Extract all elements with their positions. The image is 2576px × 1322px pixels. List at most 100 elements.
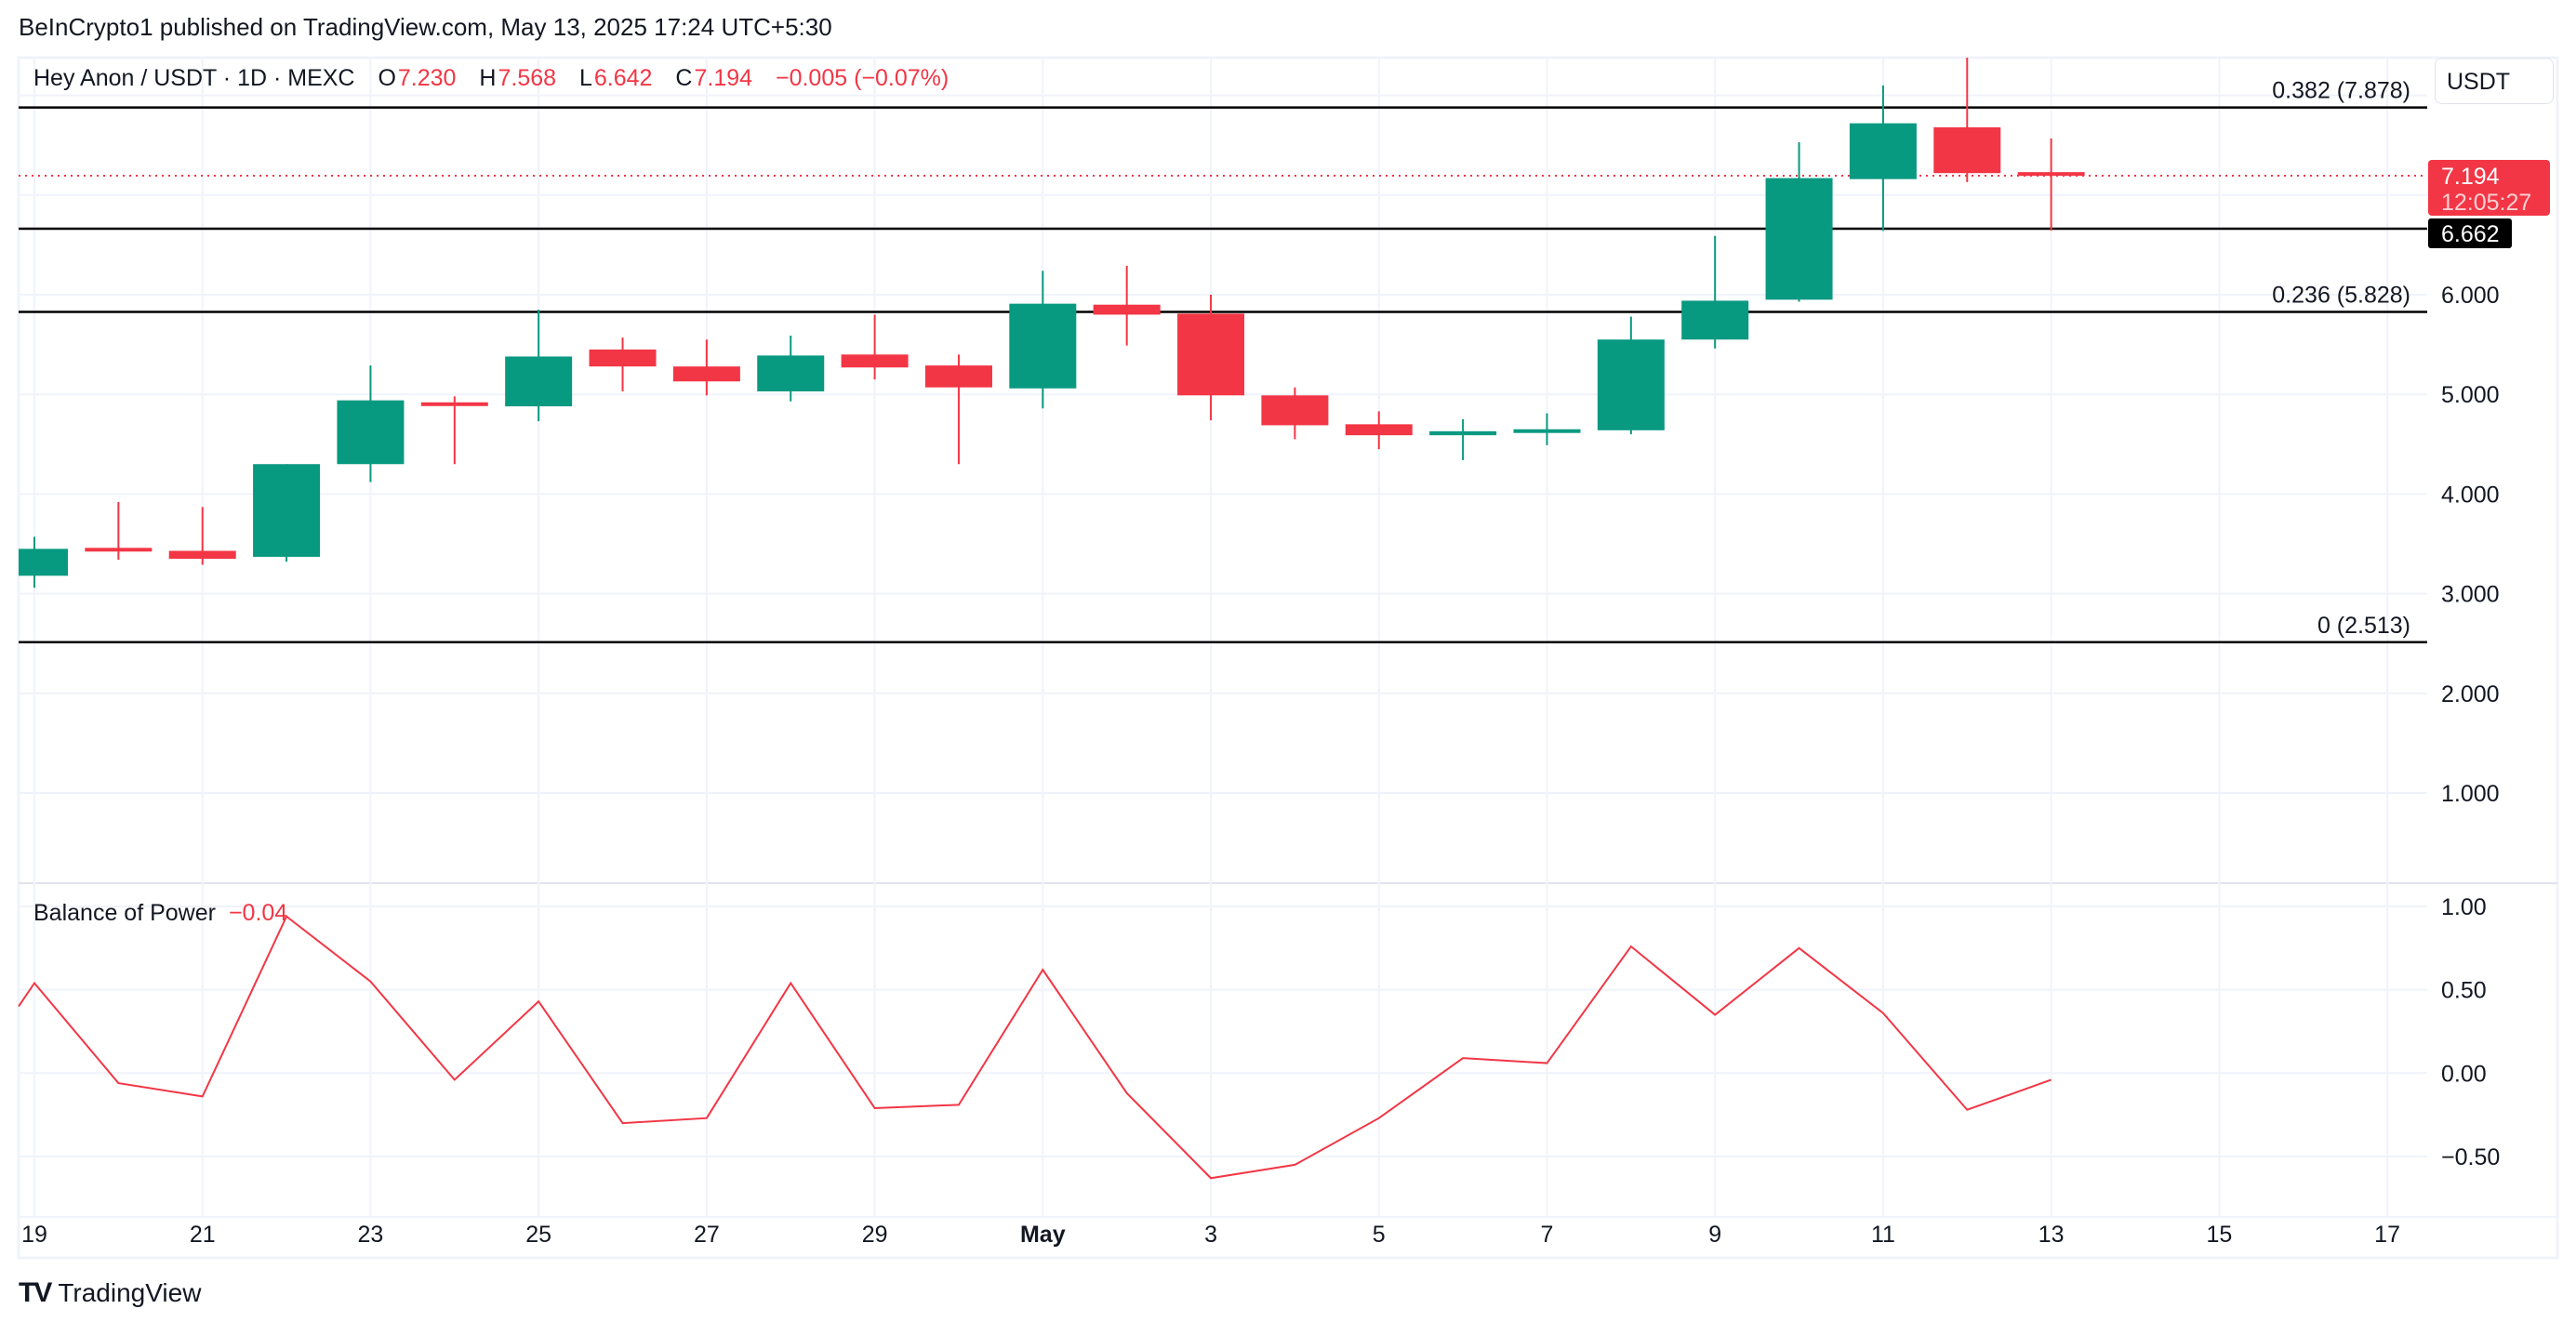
time-tick-label: 7 <box>1541 1222 1554 1248</box>
candle-body <box>924 365 992 388</box>
indicator-tick-label: 1.00 <box>2441 894 2487 920</box>
last-price-label: 7.194 <box>2441 164 2500 190</box>
time-tick-label: 13 <box>2038 1222 2065 1248</box>
candle <box>168 507 236 565</box>
candle-body <box>1765 178 1833 300</box>
candle <box>505 310 573 422</box>
line-price-label: 6.662 <box>2441 221 2500 247</box>
time-tick-label: 9 <box>1708 1222 1721 1248</box>
change-value: −0.005 (−0.07%) <box>775 65 949 91</box>
price-tick-label: 6.000 <box>2441 283 2500 309</box>
candle <box>2017 138 2085 231</box>
candle-body <box>19 549 68 576</box>
candle-body <box>841 354 909 368</box>
candle <box>1345 411 1413 450</box>
low-value: 6.642 <box>593 65 653 91</box>
balance-of-power-line <box>18 915 2052 1180</box>
time-tick-label: May <box>1020 1222 1066 1248</box>
symbol-legend: Hey Anon / USDT · 1D · MEXC O7.230 H7.56… <box>33 65 950 92</box>
candle <box>1177 295 1245 421</box>
indicator-tick-label: 0.50 <box>2441 978 2487 1004</box>
candle <box>19 536 68 588</box>
candle-body <box>1177 313 1245 396</box>
tradingview-logo[interactable]: TV TradingView <box>19 1277 201 1309</box>
indicator-tick-label: −0.50 <box>2441 1144 2500 1170</box>
candle-body <box>1261 395 1329 426</box>
time-tick-label: 23 <box>358 1222 384 1248</box>
candle-body <box>1429 430 1497 436</box>
candle-body <box>1849 123 1917 179</box>
candle-body <box>1933 126 2001 174</box>
candle <box>924 354 992 465</box>
chart-frame <box>17 56 2559 1260</box>
candle-body <box>757 355 825 391</box>
candle <box>420 396 488 465</box>
candle-body <box>1681 300 1749 340</box>
open-label: O <box>378 65 396 91</box>
time-tick-label: 11 <box>1871 1222 1895 1248</box>
time-tick-label: 5 <box>1373 1222 1386 1248</box>
countdown-label: 12:05:27 <box>2441 190 2531 216</box>
candle <box>1093 265 1161 346</box>
candle <box>672 339 740 396</box>
time-tick-label: 15 <box>2206 1222 2232 1248</box>
time-tick-label: 19 <box>21 1222 47 1248</box>
indicator-value: −0.04 <box>228 900 288 926</box>
candle <box>1681 235 1749 349</box>
candle <box>1261 387 1329 440</box>
candle <box>1513 413 1581 445</box>
candle-body <box>337 400 405 465</box>
candle <box>1933 58 2001 182</box>
currency-button[interactable]: USDT <box>2435 58 2554 104</box>
tradingview-logo-icon: TV <box>19 1277 52 1308</box>
publisher-caption: BeInCrypto1 published on TradingView.com… <box>19 13 832 41</box>
candle-body <box>2017 172 2085 177</box>
candle <box>1429 419 1497 460</box>
open-value: 7.230 <box>397 65 457 91</box>
candle <box>1765 141 1833 302</box>
close-value: 7.194 <box>694 65 753 91</box>
time-tick-label: 17 <box>2374 1222 2400 1248</box>
time-tick-label: 21 <box>190 1222 216 1248</box>
price-tick-label: 4.000 <box>2441 482 2500 508</box>
price-tick-label: 1.000 <box>2441 781 2500 807</box>
candle-body <box>1513 429 1581 433</box>
price-tick-label: 2.000 <box>2441 681 2500 707</box>
candle <box>253 464 321 562</box>
candle-body <box>1345 424 1413 436</box>
time-tick-label: 3 <box>1204 1222 1217 1248</box>
high-label: H <box>479 65 497 91</box>
price-tick-label: 3.000 <box>2441 582 2500 608</box>
fib-level-label: 0.236 (5.828) <box>2272 282 2410 308</box>
indicator-title[interactable]: Balance of Power <box>33 900 216 926</box>
time-tick-label: 25 <box>525 1222 551 1248</box>
candle-body <box>85 548 153 552</box>
fib-level-label: 0.382 (7.878) <box>2272 78 2410 104</box>
high-value: 7.568 <box>498 65 557 91</box>
candle-body <box>589 349 657 367</box>
close-label: C <box>675 65 693 91</box>
last-price-label-bg <box>2428 160 2550 216</box>
candle-body <box>253 464 321 557</box>
time-tick-label: 29 <box>862 1222 888 1248</box>
candle <box>1849 85 1917 231</box>
candle-body <box>505 356 573 407</box>
candle-body <box>1009 303 1077 389</box>
candle-body <box>672 366 740 382</box>
indicator-tick-label: 0.00 <box>2441 1061 2487 1087</box>
candle <box>1597 316 1665 435</box>
low-label: L <box>578 65 592 91</box>
candle <box>85 501 153 561</box>
candle-body <box>1093 304 1161 315</box>
candle <box>1009 271 1077 409</box>
fib-level-label: 0 (2.513) <box>2317 613 2410 639</box>
indicator-legend: Balance of Power −0.04 <box>33 900 287 927</box>
time-tick-label: 27 <box>694 1222 720 1248</box>
symbol-title[interactable]: Hey Anon / USDT · 1D · MEXC <box>33 65 355 91</box>
line-price-label-bg <box>2428 218 2512 248</box>
candle <box>589 337 657 391</box>
candle <box>337 365 405 483</box>
candle <box>757 335 825 402</box>
candle <box>841 314 909 380</box>
